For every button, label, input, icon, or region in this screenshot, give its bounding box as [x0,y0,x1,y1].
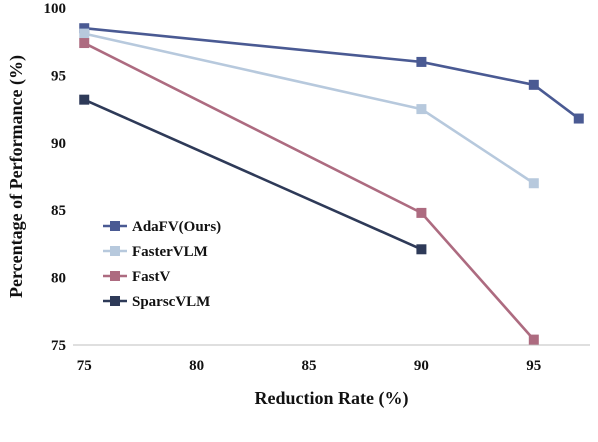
axes: 75 80 85 90 95 75 80 85 90 95 100 [44,1,590,374]
data-point-marker [416,207,427,218]
data-point-marker [416,244,427,255]
x-tick-label: 90 [414,358,429,374]
series-line-2 [83,32,535,185]
y-tick-label: 80 [51,271,66,287]
y-axis-title: Percentage of Performance (%) [6,55,27,298]
data-point-marker [79,23,90,34]
legend-marker [110,221,120,231]
y-tick-label: 95 [51,68,66,84]
series-line-4 [83,98,422,251]
y-tick-label: 90 [51,136,66,152]
legend: AdaFV(Ours) FasterVLM FastV SparscVLM [103,219,221,310]
data-point-marker [528,79,539,90]
data-point-marker [79,28,90,39]
data-point-marker [79,38,90,49]
x-tick-label: 80 [189,358,204,374]
data-point-marker [416,56,427,67]
data-point-marker [573,113,584,124]
legend-marker [110,296,120,306]
legend-marker [110,271,120,281]
series-line-1 [84,26,580,120]
data-point-marker [528,178,539,189]
data-point-marker [416,104,427,115]
series-layer [79,23,584,345]
legend-label: AdaFV(Ours) [132,219,221,235]
data-point-marker [79,94,90,105]
y-tick-label: 75 [51,338,66,354]
y-tick-label: 100 [44,1,67,17]
legend-label: FasterVLM [132,244,208,260]
legend-marker [110,246,120,256]
legend-label: FastV [132,269,170,285]
x-tick-label: 75 [77,358,92,374]
x-tick-label: 95 [526,358,541,374]
legend-label: SparscVLM [132,294,210,310]
x-tick-label: 85 [302,358,317,374]
y-tick-label: 85 [51,203,66,219]
data-point-marker [528,334,539,345]
x-axis-title: Reduction Rate (%) [255,388,409,409]
